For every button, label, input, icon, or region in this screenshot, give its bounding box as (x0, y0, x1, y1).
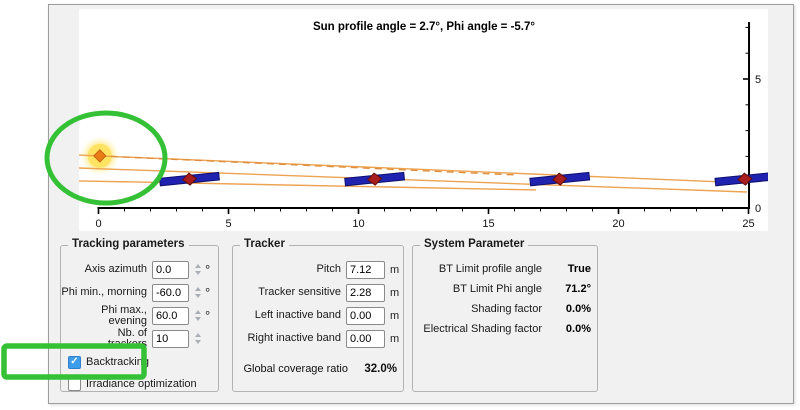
irradiance-optimization-checkbox[interactable] (68, 377, 81, 391)
pitch-input[interactable]: 7.12 (346, 260, 385, 279)
electrical-shading-factor-value: 0.0% (565, 323, 591, 335)
svg-text:25: 25 (742, 218, 754, 230)
svg-text:5: 5 (755, 74, 761, 86)
irradiance-optimization-label: Irradiance optimization (86, 378, 197, 390)
tracker-sensitive-input[interactable]: 2.28 (346, 283, 385, 302)
irradiance-optimization-row: Irradiance optimization (61, 376, 218, 392)
backtracking-row: Backtracking (61, 354, 218, 370)
pitch-unit: m (390, 263, 400, 276)
backtracking-checkbox[interactable] (68, 355, 81, 369)
phi-min-row: Phi min., morning -60.0 ° (61, 281, 218, 304)
bt-limit-phi-angle-row: BT Limit Phi angle 71.2° (413, 279, 597, 299)
nb-trackers-row: Nb. of trackers 10 (61, 327, 218, 350)
pitch-label: Pitch (316, 263, 341, 275)
bt-limit-profile-angle-label: BT Limit profile angle (438, 263, 542, 275)
electrical-shading-factor-row: Electrical Shading factor 0.0% (413, 319, 597, 339)
left-inactive-band-input[interactable]: 0.00 (346, 306, 385, 325)
svg-text:Sun profile angle = 2.7°, Phi: Sun profile angle = 2.7°, Phi angle = -5… (313, 21, 535, 33)
tracker-groupbox: Tracker Pitch 7.12 m Tracker sensitive 2… (232, 238, 404, 392)
phi-max-row: Phi max., evening 60.0 ° (61, 304, 218, 327)
phi-max-label: Phi max., evening (101, 303, 147, 327)
phi-max-input[interactable]: 60.0 (152, 306, 189, 325)
nb-trackers-spinner[interactable] (192, 331, 203, 347)
svg-text:5: 5 (225, 218, 231, 230)
phi-max-spinner[interactable] (192, 308, 203, 324)
phi-min-unit: ° (205, 284, 211, 300)
global-coverage-ratio-row: Global coverage ratio 32.0% (233, 359, 403, 379)
system-parameter-groupbox: System Parameter BT Limit profile angle … (412, 238, 598, 392)
left-inactive-band-unit: m (390, 309, 400, 322)
backtracking-label: Backtracking (86, 356, 149, 368)
axis-azimuth-spinner[interactable] (192, 262, 203, 278)
left-inactive-band-row: Left inactive band 0.00 m (233, 304, 403, 327)
phi-max-unit: ° (205, 307, 211, 323)
tracker-sensitive-label: Tracker sensitive (258, 286, 341, 298)
bt-limit-profile-angle-value: True (567, 263, 591, 275)
right-inactive-band-label: Right inactive band (247, 332, 341, 344)
shading-factor-value: 0.0% (565, 303, 591, 315)
global-coverage-ratio-value: 32.0% (364, 363, 397, 375)
svg-text:15: 15 (482, 218, 494, 230)
right-inactive-band-unit: m (390, 332, 400, 345)
nb-trackers-input[interactable]: 10 (152, 329, 189, 348)
global-coverage-ratio-label: Global coverage ratio (243, 363, 348, 375)
backtracking-dialog-window: 0 5 10 15 20 25 0 5 Sun profile angle = 2.7°, Ph… (48, 4, 794, 404)
svg-text:0: 0 (755, 203, 761, 215)
bt-limit-phi-angle-value: 71.2° (565, 283, 591, 295)
tracker-sensitive-row: Tracker sensitive 2.28 m (233, 281, 403, 304)
shading-factor-row: Shading factor 0.0% (413, 299, 597, 319)
svg-text:0: 0 (95, 218, 101, 230)
phi-min-input[interactable]: -60.0 (152, 283, 189, 302)
bt-limit-phi-angle-label: BT Limit Phi angle (452, 283, 542, 295)
axis-azimuth-input[interactable]: 0.0 (152, 260, 189, 279)
shading-factor-label: Shading factor (471, 303, 542, 315)
tracking-parameters-title: Tracking parameters (68, 238, 189, 250)
axis-azimuth-unit: ° (205, 261, 211, 277)
tracker-title: Tracker (240, 238, 289, 250)
phi-min-spinner[interactable] (192, 285, 203, 301)
system-parameter-title: System Parameter (420, 238, 529, 250)
pitch-row: Pitch 7.12 m (233, 258, 403, 281)
sun-profile-chart: 0 5 10 15 20 25 0 5 Sun profile angle = 2.7°, Ph… (79, 9, 768, 231)
tracker-sensitive-unit: m (390, 286, 400, 299)
svg-text:10: 10 (352, 218, 364, 230)
left-inactive-band-label: Left inactive band (254, 309, 341, 321)
electrical-shading-factor-label: Electrical Shading factor (423, 323, 542, 335)
svg-text:20: 20 (612, 218, 624, 230)
axis-azimuth-row: Axis azimuth 0.0 ° (61, 258, 218, 281)
nb-trackers-label: Nb. of trackers (107, 326, 147, 350)
right-inactive-band-input[interactable]: 0.00 (346, 329, 385, 348)
axis-azimuth-label: Axis azimuth (84, 263, 147, 275)
bt-limit-profile-angle-row: BT Limit profile angle True (413, 259, 597, 279)
tracking-parameters-groupbox: Tracking parameters Axis azimuth 0.0 ° P… (60, 238, 219, 392)
right-inactive-band-row: Right inactive band 0.00 m (233, 327, 403, 350)
phi-min-label: Phi min., morning (61, 286, 147, 298)
